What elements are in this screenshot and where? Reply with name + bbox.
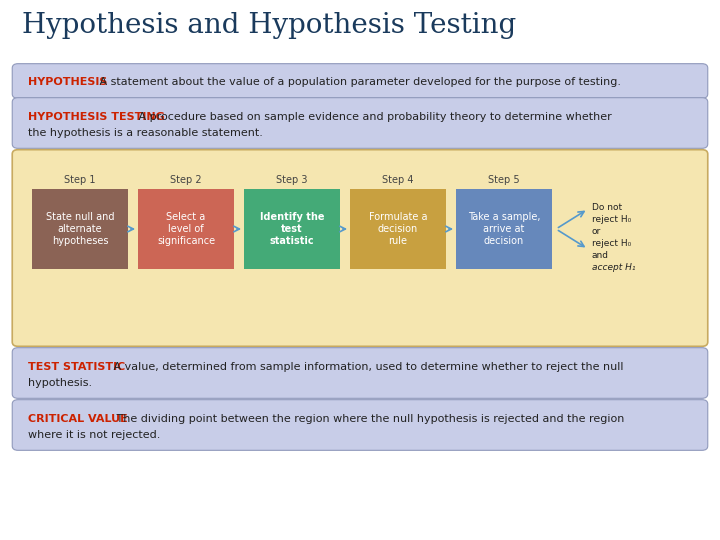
Text: Identify the
test
statistic: Identify the test statistic — [260, 212, 324, 246]
Text: HYPOTHESIS: HYPOTHESIS — [28, 77, 107, 87]
Text: A value, determined from sample information, used to determine whether to reject: A value, determined from sample informat… — [110, 362, 624, 372]
Text: Step 3: Step 3 — [276, 175, 307, 185]
FancyBboxPatch shape — [12, 400, 708, 450]
Text: the hypothesis is a reasonable statement.: the hypothesis is a reasonable statement… — [28, 128, 263, 138]
FancyBboxPatch shape — [12, 348, 708, 399]
Text: Do not: Do not — [592, 203, 622, 212]
Text: CRITICAL VALUE: CRITICAL VALUE — [28, 414, 127, 424]
Text: State null and
alternate
hypotheses: State null and alternate hypotheses — [46, 212, 114, 246]
Text: hypothesis.: hypothesis. — [28, 378, 92, 388]
Text: TEST STATISTIC: TEST STATISTIC — [28, 362, 125, 372]
FancyBboxPatch shape — [12, 150, 708, 346]
Text: A procedure based on sample evidence and probability theory to determine whether: A procedure based on sample evidence and… — [135, 112, 612, 122]
Text: HYPOTHESIS TESTING: HYPOTHESIS TESTING — [28, 112, 165, 122]
Text: accept H₁: accept H₁ — [592, 263, 636, 272]
Bar — [350, 189, 446, 269]
Text: Step 5: Step 5 — [488, 175, 520, 185]
Bar — [456, 189, 552, 269]
Text: Take a sample,
arrive at
decision: Take a sample, arrive at decision — [468, 212, 540, 246]
Text: reject H₀: reject H₀ — [592, 239, 631, 248]
Text: or: or — [592, 227, 601, 236]
Text: where it is not rejected.: where it is not rejected. — [28, 430, 161, 440]
Text: A statement about the value of a population parameter developed for the purpose : A statement about the value of a populat… — [96, 77, 621, 87]
Text: Step 2: Step 2 — [170, 175, 202, 185]
Bar — [32, 189, 128, 269]
Text: Hypothesis and Hypothesis Testing: Hypothesis and Hypothesis Testing — [22, 12, 516, 39]
Text: Formulate a
decision
rule: Formulate a decision rule — [369, 212, 427, 246]
Text: Step 1: Step 1 — [64, 175, 96, 185]
Bar — [244, 189, 340, 269]
Text: Select a
level of
significance: Select a level of significance — [157, 212, 215, 246]
Text: Step 4: Step 4 — [382, 175, 414, 185]
Text: reject H₀: reject H₀ — [592, 215, 631, 224]
Bar — [138, 189, 234, 269]
FancyBboxPatch shape — [12, 98, 708, 148]
Text: The dividing point between the region where the null hypothesis is rejected and : The dividing point between the region wh… — [113, 414, 624, 424]
FancyBboxPatch shape — [12, 64, 708, 98]
Text: and: and — [592, 251, 609, 260]
